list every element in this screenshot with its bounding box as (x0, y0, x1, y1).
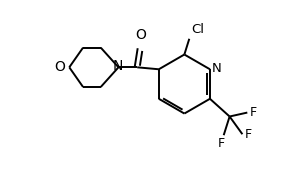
Text: O: O (136, 28, 147, 42)
Text: O: O (55, 60, 65, 74)
Text: F: F (249, 106, 256, 119)
Text: N: N (112, 59, 123, 73)
Text: Cl: Cl (191, 23, 204, 36)
Text: N: N (212, 62, 222, 75)
Text: F: F (244, 128, 251, 141)
Text: F: F (218, 137, 225, 150)
